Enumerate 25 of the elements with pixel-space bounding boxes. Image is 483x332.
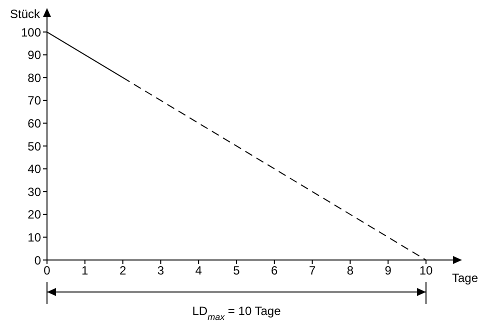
x-tick-label: 8 [346, 264, 354, 278]
x-tick-label: 7 [308, 264, 316, 278]
x-tick-label: 5 [233, 264, 240, 278]
y-tick-label: 0 [34, 253, 42, 268]
y-tick-label: 100 [20, 25, 42, 40]
x-tick-label: 9 [384, 264, 392, 278]
x-tick-label: 4 [195, 264, 202, 278]
x-tick-label: 1 [82, 264, 89, 278]
x-tick-label: 3 [157, 264, 164, 278]
y-axis-title: Stück [10, 7, 42, 21]
x-axis-title: Tage [452, 271, 478, 285]
y-tick-label: 30 [28, 184, 42, 199]
x-tick-label: 2 [119, 264, 126, 278]
y-tick-label: 50 [28, 139, 42, 154]
x-tick-label: 6 [271, 264, 278, 278]
y-tick-label: 20 [28, 208, 42, 222]
y-tick-label: 80 [28, 70, 42, 85]
x-tick-label: 0 [44, 264, 51, 278]
y-tick-label: 70 [28, 94, 42, 108]
y-tick-label: 60 [28, 116, 42, 130]
text: LD$_{max}$ = 10 Tage [192, 304, 282, 322]
y-tick-label: 90 [28, 48, 42, 62]
y-tick-label: 40 [28, 162, 42, 176]
x-tick-label: 10 [419, 264, 433, 278]
y-tick-label: 10 [28, 230, 42, 244]
